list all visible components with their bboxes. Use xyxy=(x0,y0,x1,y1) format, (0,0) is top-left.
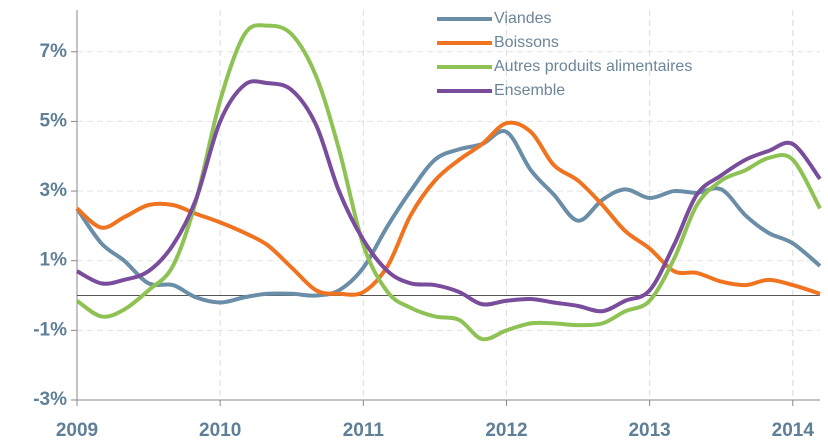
y-tick-label: 7% xyxy=(40,41,68,62)
series-line xyxy=(75,120,821,297)
x-tick-label: 2010 xyxy=(199,420,241,441)
x-tick-label: 2012 xyxy=(485,420,527,441)
y-tick-label: -3% xyxy=(33,389,67,410)
y-tick-label: 1% xyxy=(40,250,68,271)
y-tick-label: 3% xyxy=(40,180,68,201)
x-tick-label: 2011 xyxy=(343,420,385,441)
legend-label: Boissons xyxy=(494,34,559,51)
x-tick-label: 2013 xyxy=(628,420,670,441)
x-tick-label: 2014 xyxy=(772,420,815,441)
series-line xyxy=(75,129,822,305)
y-tick-label: -1% xyxy=(33,319,67,340)
legend-label: Autres produits alimentaires xyxy=(494,58,692,75)
legend-label: Viandes xyxy=(494,10,552,27)
x-tick-label: 2009 xyxy=(56,420,98,441)
legend-label: Ensemble xyxy=(494,82,565,99)
y-tick-label: 5% xyxy=(40,110,68,131)
series-line xyxy=(76,79,822,314)
